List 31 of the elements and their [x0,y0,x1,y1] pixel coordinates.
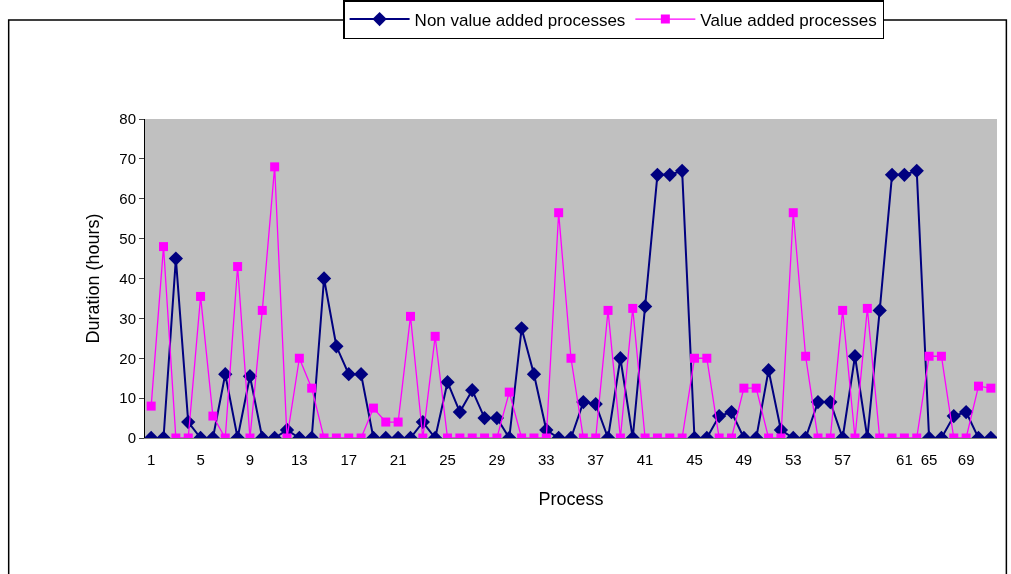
x-tick-label: 29 [488,451,506,468]
x-tick-label: 9 [245,451,255,468]
x-tick-label: 49 [735,451,753,468]
x-tick-label: 25 [439,451,456,468]
x-tick-label: 65 [920,451,938,468]
y-tick-label: 50 [119,229,136,247]
x-tick-label: 61 [896,451,913,468]
x-tick-label: 33 [537,451,555,468]
x-axis-title: Process [538,489,604,510]
y-tick-label: 80 [119,110,136,128]
x-tick-label: 21 [389,451,407,468]
legend-label: Non value added processes [414,10,626,30]
x-tick-label: 57 [834,451,851,468]
legend-label: Value added processes [700,10,877,30]
y-tick-label: 60 [119,190,136,207]
x-tick-label: 69 [957,451,975,468]
y-tick-label: 20 [119,349,136,367]
y-tick-label: 40 [119,269,136,287]
x-tick-label: 17 [340,451,358,468]
y-tick-label: 10 [119,389,136,407]
x-tick-label: 45 [686,451,703,468]
x-tick-label: 5 [196,451,205,468]
y-axis-title: Duration (hours) [82,213,103,344]
x-tick-label: 1 [147,451,156,468]
y-tick-label: 30 [119,309,136,327]
x-tick-label: 13 [291,451,308,468]
x-tick-label: 37 [587,451,605,468]
x-tick-label: 53 [784,451,802,468]
x-tick-label: 41 [636,451,654,468]
y-tick-label: 0 [127,429,136,447]
y-tick-label: 70 [119,150,136,168]
